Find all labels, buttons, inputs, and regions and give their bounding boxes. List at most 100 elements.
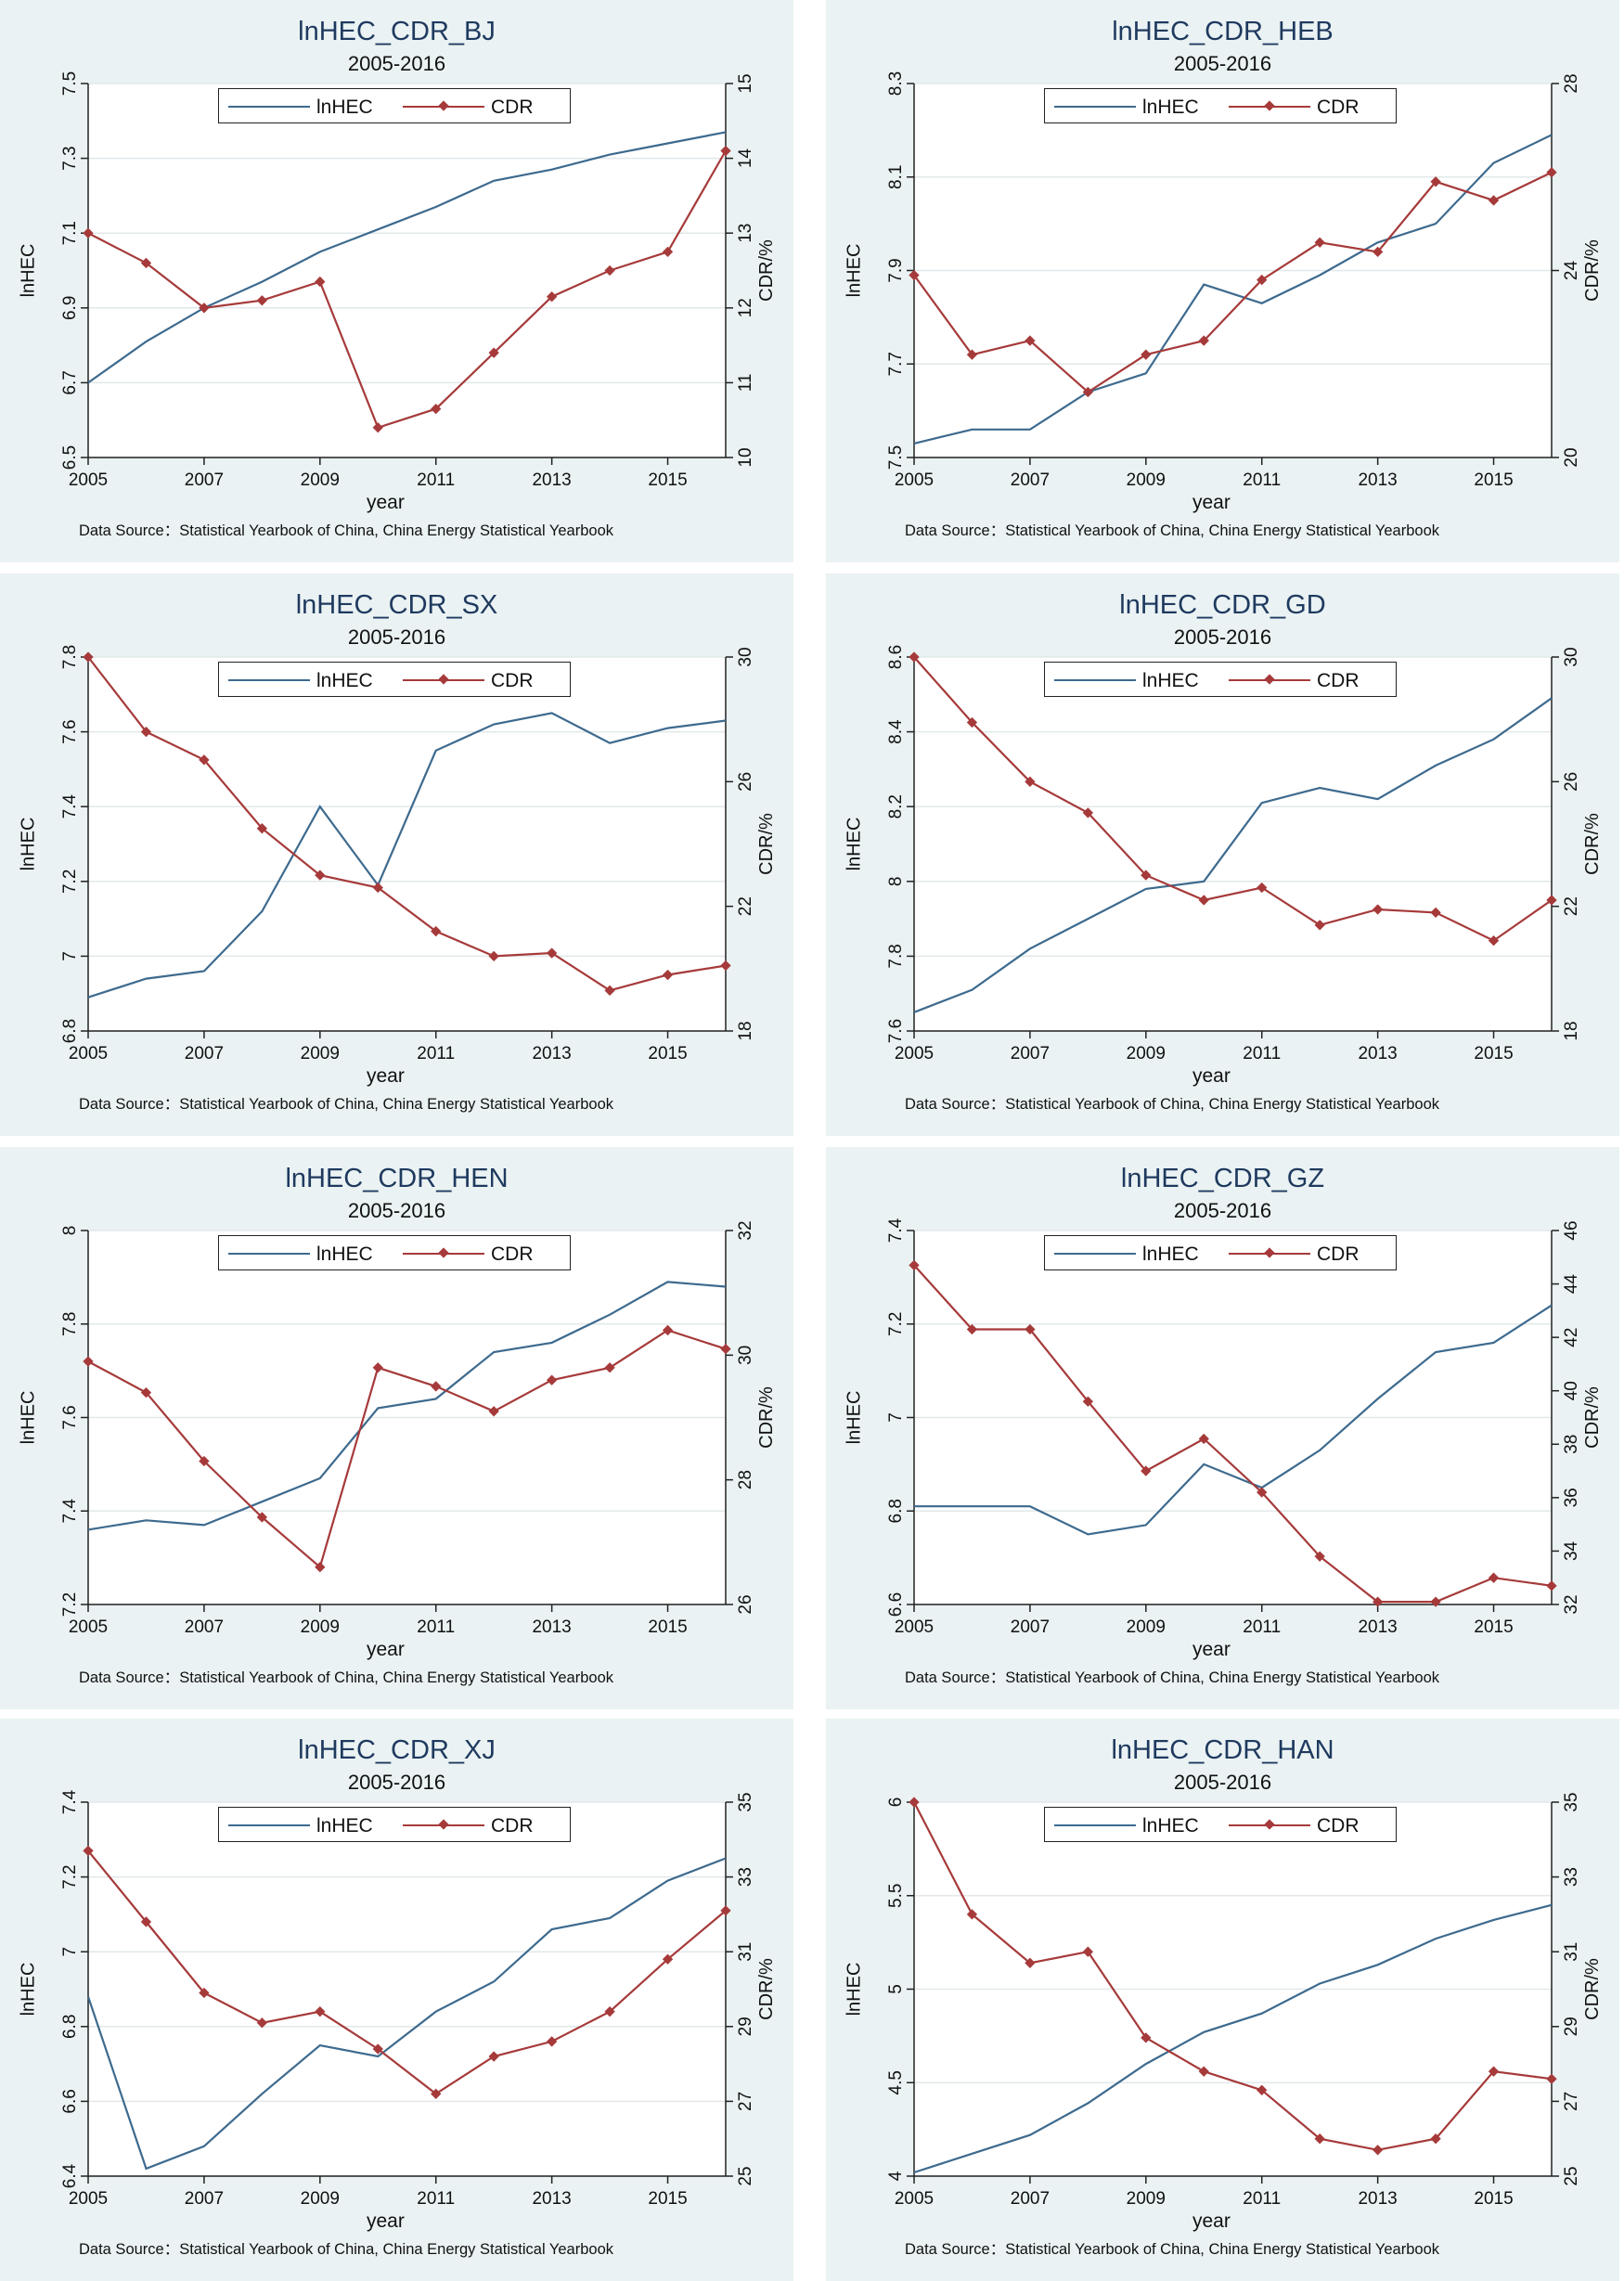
data-point-cdr [431, 403, 442, 415]
legend-label-lnhec: lnHEC [316, 670, 373, 691]
data-point-cdr [1488, 195, 1500, 206]
y-right-tick-label: 18 [736, 1021, 755, 1040]
chart-panel: 7.5 7.7 7.9 8.1 8.3 20 24 28 2005 2007 2009 2011 201… [826, 0, 1619, 562]
y-left-tick-label: 7 [60, 1947, 80, 1957]
y-left-tick-label: 7.5 [60, 71, 80, 96]
data-point-cdr [199, 303, 210, 314]
chart-panel: 4 4.5 5 5.5 6 25 27 29 31 33 35 2005 2007 2009 2011 201… [826, 1719, 1619, 2281]
data-point-cdr [604, 985, 615, 996]
chart-panel: 6.5 6.7 6.9 7.1 7.3 7.5 10 11 12 13 14 15 2005 2007 20… [0, 0, 793, 562]
data-point-cdr [488, 2051, 499, 2062]
data-point-cdr [1372, 1596, 1384, 1607]
data-point-cdr [431, 925, 442, 937]
legend-marker-cdr [1264, 100, 1275, 111]
data-point-cdr [662, 969, 674, 981]
y-left-tick-label: 7.1 [60, 221, 80, 245]
data-source-note: Data Source：Statistical Yearbook of Chin… [905, 522, 1440, 539]
x-tick-label: 2015 [1474, 470, 1513, 490]
data-point-cdr [604, 2006, 615, 2017]
x-tick-label: 2007 [185, 1044, 224, 1063]
data-point-cdr [488, 1406, 499, 1417]
y-left-tick-label: 7.5 [886, 445, 906, 470]
data-point-cdr [315, 870, 326, 881]
legend: lnHEC CDR [1044, 662, 1397, 697]
legend-label-lnhec: lnHEC [316, 1244, 373, 1265]
data-point-cdr [140, 257, 152, 269]
y-right-tick-label: 30 [1562, 647, 1581, 666]
data-point-cdr [372, 2043, 383, 2055]
legend: lnHEC CDR [218, 88, 571, 123]
chart-subtitle: 2005-2016 [1173, 625, 1272, 649]
data-point-cdr [1314, 2133, 1325, 2145]
chart-subtitle: 2005-2016 [1173, 52, 1272, 75]
y-right-axis-title: CDR/% [755, 813, 777, 875]
data-point-cdr [256, 823, 268, 834]
data-point-cdr [256, 295, 268, 306]
y-left-tick-label: 7.4 [886, 1218, 906, 1243]
y-left-tick-label: 7 [60, 951, 80, 961]
y-left-tick-label: 7.6 [886, 1019, 906, 1043]
data-point-cdr [1430, 176, 1441, 187]
chart-subtitle: 2005-2016 [1173, 1199, 1272, 1222]
data-point-cdr [909, 1797, 920, 1808]
y-left-tick-label: 6.8 [60, 2015, 80, 2039]
x-tick-label: 2009 [301, 1044, 340, 1063]
data-point-cdr [372, 882, 383, 894]
series-line-cdr [87, 1329, 727, 1569]
chart-subtitle: 2005-2016 [347, 625, 446, 649]
legend-label-lnhec: lnHEC [316, 97, 373, 118]
y-left-tick-label: 6 [886, 1798, 906, 1808]
data-point-cdr [1430, 2133, 1441, 2145]
y-left-tick-label: 7.6 [60, 1405, 80, 1429]
x-axis-title: year [367, 492, 405, 513]
x-tick-label: 2009 [1127, 2189, 1166, 2209]
x-tick-label: 2007 [1011, 1044, 1050, 1063]
y-left-axis-title: lnHEC [844, 817, 865, 871]
x-tick-label: 2005 [69, 2189, 108, 2209]
x-tick-label: 2015 [648, 470, 687, 490]
legend-marker-cdr [438, 100, 449, 111]
x-tick-label: 2007 [1011, 470, 1050, 490]
data-point-cdr [1314, 920, 1325, 931]
chart-svg: 7.2 7.4 7.6 7.8 8 26 28 30 32 2005 2007 2009 2011 201… [60, 1220, 755, 1637]
legend-marker-cdr [438, 1247, 449, 1258]
legend-line-lnhec [228, 679, 310, 681]
y-right-axis-title: CDR/% [1581, 1958, 1603, 2020]
y-right-tick-label: 33 [736, 1867, 755, 1887]
x-tick-label: 2011 [1243, 1617, 1281, 1637]
data-point-cdr [1546, 167, 1557, 178]
series-line-cdr [913, 656, 1553, 942]
y-right-tick-label: 22 [736, 896, 755, 916]
y-left-tick-label: 7.2 [60, 1592, 80, 1617]
legend-label-cdr: CDR [491, 1244, 534, 1265]
chart-title: lnHEC_CDR_GD [1119, 590, 1326, 620]
legend: lnHEC CDR [1044, 1235, 1397, 1270]
y-right-axis-title: CDR/% [755, 1386, 777, 1449]
x-tick-label: 2013 [1358, 1617, 1397, 1637]
series-line-cdr [87, 149, 727, 430]
y-left-tick-label: 6.8 [60, 1019, 80, 1043]
chart-title: lnHEC_CDR_HAN [1111, 1735, 1334, 1765]
y-left-tick-label: 7.4 [60, 1499, 80, 1524]
y-right-tick-label: 20 [1562, 447, 1581, 467]
x-tick-label: 2011 [417, 1617, 455, 1637]
x-tick-label: 2005 [69, 1044, 108, 1063]
y-left-tick-label: 7.2 [886, 1312, 906, 1336]
data-point-cdr [1546, 2073, 1557, 2084]
data-source-note: Data Source：Statistical Yearbook of Chin… [79, 1096, 614, 1113]
x-tick-label: 2015 [648, 1044, 687, 1063]
y-right-tick-label: 35 [1562, 1792, 1581, 1811]
chart-svg: 7.5 7.7 7.9 8.1 8.3 20 24 28 2005 2007 2009 2011 201… [886, 71, 1581, 490]
y-left-tick-label: 7.4 [60, 794, 80, 819]
chart-title: lnHEC_CDR_XJ [298, 1735, 496, 1765]
data-source-note: Data Source：Statistical Yearbook of Chin… [905, 1669, 1440, 1686]
y-left-axis-title: lnHEC [844, 1962, 865, 2017]
y-left-tick-label: 7.8 [886, 944, 906, 968]
legend-line-lnhec [1054, 1824, 1136, 1826]
legend-line-lnhec [1054, 1253, 1136, 1255]
data-point-cdr [372, 422, 383, 433]
y-left-tick-label: 6.8 [886, 1499, 906, 1523]
data-point-cdr [1314, 237, 1325, 248]
y-right-tick-label: 13 [736, 224, 755, 243]
y-left-axis-title: lnHEC [18, 1962, 39, 2017]
